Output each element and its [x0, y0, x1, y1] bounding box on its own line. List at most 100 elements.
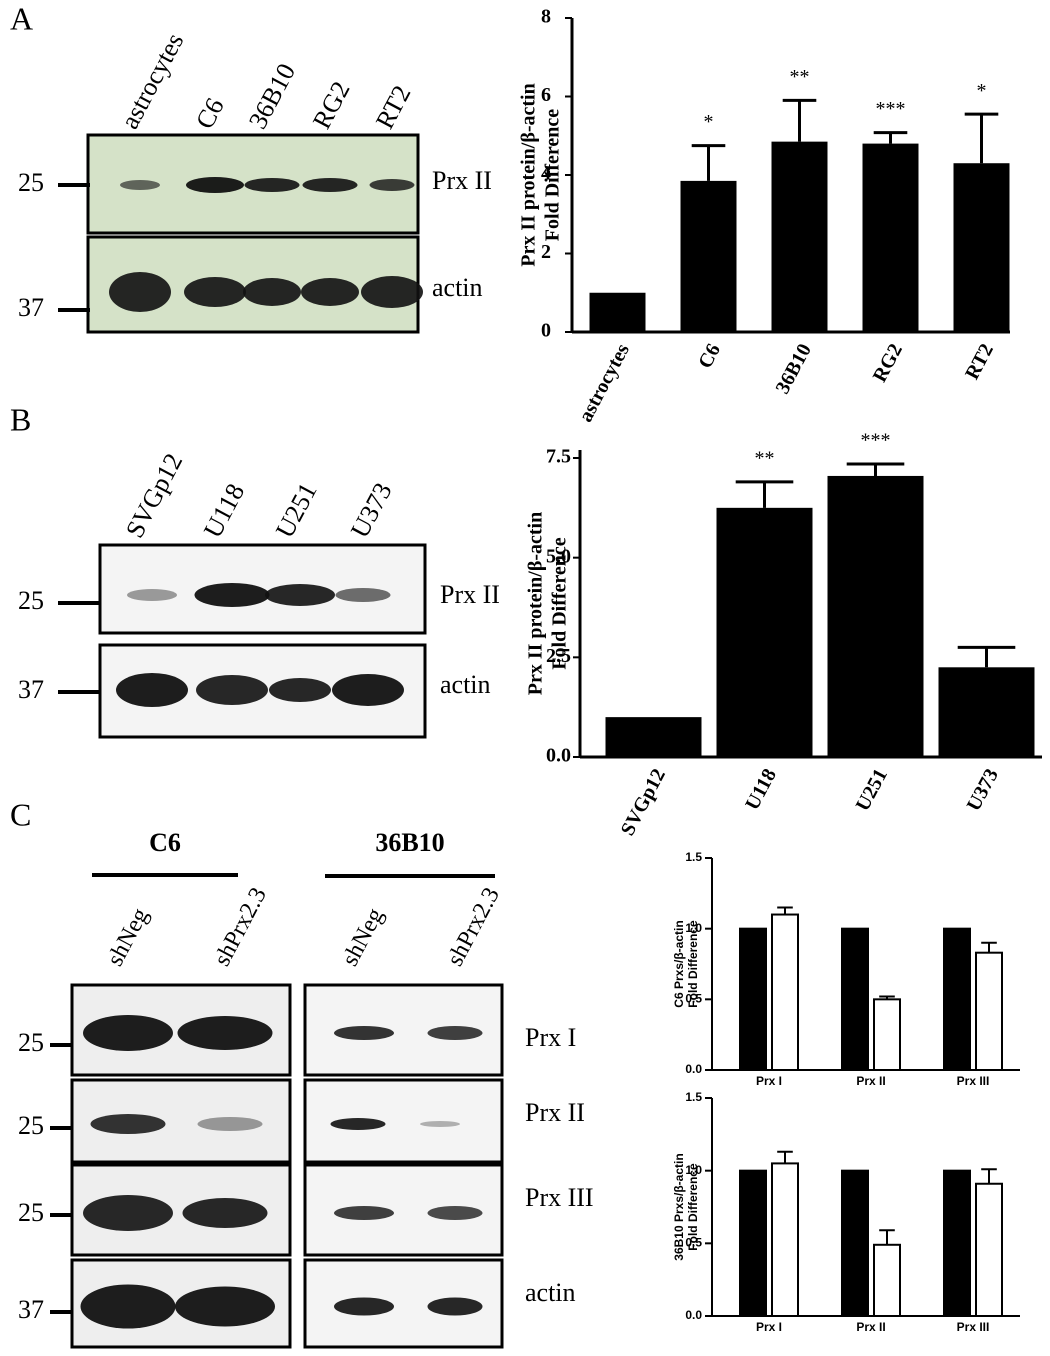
mw-marker: 25: [18, 168, 44, 197]
mw-marker: 25: [18, 1028, 44, 1057]
blot-band: [301, 278, 359, 306]
bar: [841, 1169, 869, 1317]
blot-band: [182, 1198, 268, 1228]
band-label: Prx I: [525, 1023, 576, 1052]
y-tick-label: 5.0: [546, 545, 571, 567]
x-tick-label: U118: [741, 765, 781, 814]
error-bar: [879, 1229, 895, 1245]
blot-band: [194, 583, 270, 607]
panel-label: A: [10, 0, 33, 36]
error-bar: [777, 906, 793, 915]
y-axis-label: Fold Difference: [686, 1163, 700, 1251]
error-bar: [964, 112, 999, 164]
significance: *: [977, 80, 987, 102]
y-tick-label: 0.5: [685, 992, 702, 1006]
lane-label: SVGp12: [120, 449, 188, 543]
mw-marker: 25: [18, 586, 44, 615]
blot-band: [175, 1286, 275, 1327]
blot-band: [197, 1117, 263, 1131]
blot-band: [196, 675, 268, 705]
bar: [943, 1169, 971, 1317]
lane-label: C6: [190, 93, 230, 133]
bar: [873, 1243, 901, 1317]
blot-band: [427, 1297, 483, 1316]
x-tick-label: RG2: [869, 340, 907, 386]
y-tick-label: 0.0: [685, 1308, 702, 1322]
lane-label: U118: [198, 479, 250, 543]
x-tick-label: Prx II: [856, 1320, 885, 1334]
blot-band: [269, 678, 331, 702]
blot-band: [265, 584, 335, 606]
blot-band: [80, 1284, 176, 1329]
x-tick-label: 36B10: [772, 340, 816, 397]
bar: [771, 1162, 799, 1318]
bar: [873, 998, 901, 1071]
lane-label: RG2: [307, 77, 356, 134]
lane-label: shNeg: [337, 904, 389, 970]
error-bar: [879, 995, 895, 1000]
x-tick-label: SVGp12: [617, 765, 670, 839]
lane-label: RT2: [370, 81, 417, 134]
lane-label: shNeg: [102, 904, 154, 970]
x-tick-label: RT2: [961, 340, 998, 383]
blot-band: [330, 1118, 386, 1130]
mw-marker: 25: [18, 1111, 44, 1140]
blot-band: [335, 588, 391, 602]
blot-band: [243, 278, 301, 306]
blot-band: [427, 1026, 483, 1040]
blot-header: C6: [149, 828, 181, 857]
x-tick-label: U251: [852, 765, 892, 815]
band-label: Prx II: [432, 166, 492, 195]
x-tick-label: Prx III: [957, 1320, 990, 1334]
significance: ***: [876, 98, 906, 120]
lane-label: astrocytes: [115, 28, 189, 133]
blot-band: [369, 179, 415, 191]
band-label: Prx II: [440, 580, 500, 609]
mw-marker: 25: [18, 1198, 44, 1227]
blot-band: [186, 177, 244, 193]
blot-band: [427, 1206, 483, 1220]
x-tick-label: Prx II: [856, 1074, 885, 1088]
bar: [862, 143, 919, 332]
x-tick-label: U373: [963, 765, 1003, 815]
y-tick-label: 1.0: [685, 921, 702, 935]
bar: [938, 667, 1035, 757]
bar: [943, 927, 971, 1072]
blot-band: [334, 1297, 394, 1316]
error-bar: [782, 98, 817, 142]
panel-label: C: [10, 796, 31, 832]
blot-band: [244, 178, 300, 192]
y-axis-label: Prx II protein/β-actin: [525, 512, 547, 696]
y-axis-label: Fold Difference: [542, 109, 564, 241]
band-label: actin: [525, 1278, 576, 1307]
blot-band: [116, 673, 188, 707]
error-bar: [735, 480, 794, 508]
bar: [953, 163, 1010, 332]
x-tick-label: Prx I: [756, 1074, 782, 1088]
x-tick-label: Prx III: [957, 1074, 990, 1088]
y-tick-label: 7.5: [546, 446, 571, 468]
y-tick-label: 6: [541, 84, 551, 106]
bar: [589, 292, 646, 332]
y-axis-label: 36B10 Prxs/β-actin: [672, 1153, 686, 1260]
x-tick-label: Prx I: [756, 1320, 782, 1334]
error-bar: [846, 462, 905, 476]
mw-marker: 37: [18, 675, 44, 704]
y-tick-label: 0.5: [685, 1236, 702, 1250]
y-tick-label: 0: [541, 320, 551, 342]
x-tick-label: astrocytes: [575, 340, 635, 426]
significance: **: [790, 66, 810, 88]
blot-band: [127, 589, 177, 601]
error-bar: [981, 941, 997, 953]
band-label: actin: [432, 273, 483, 302]
y-tick-label: 1.5: [685, 850, 702, 864]
bar: [605, 717, 702, 757]
blot-band: [420, 1121, 460, 1127]
y-tick-label: 1.5: [685, 1090, 702, 1104]
error-bar: [691, 144, 726, 181]
bar: [739, 927, 767, 1072]
significance: ***: [861, 430, 891, 452]
bar: [771, 141, 828, 332]
error-bar: [957, 645, 1016, 668]
panel-label: B: [10, 401, 31, 437]
